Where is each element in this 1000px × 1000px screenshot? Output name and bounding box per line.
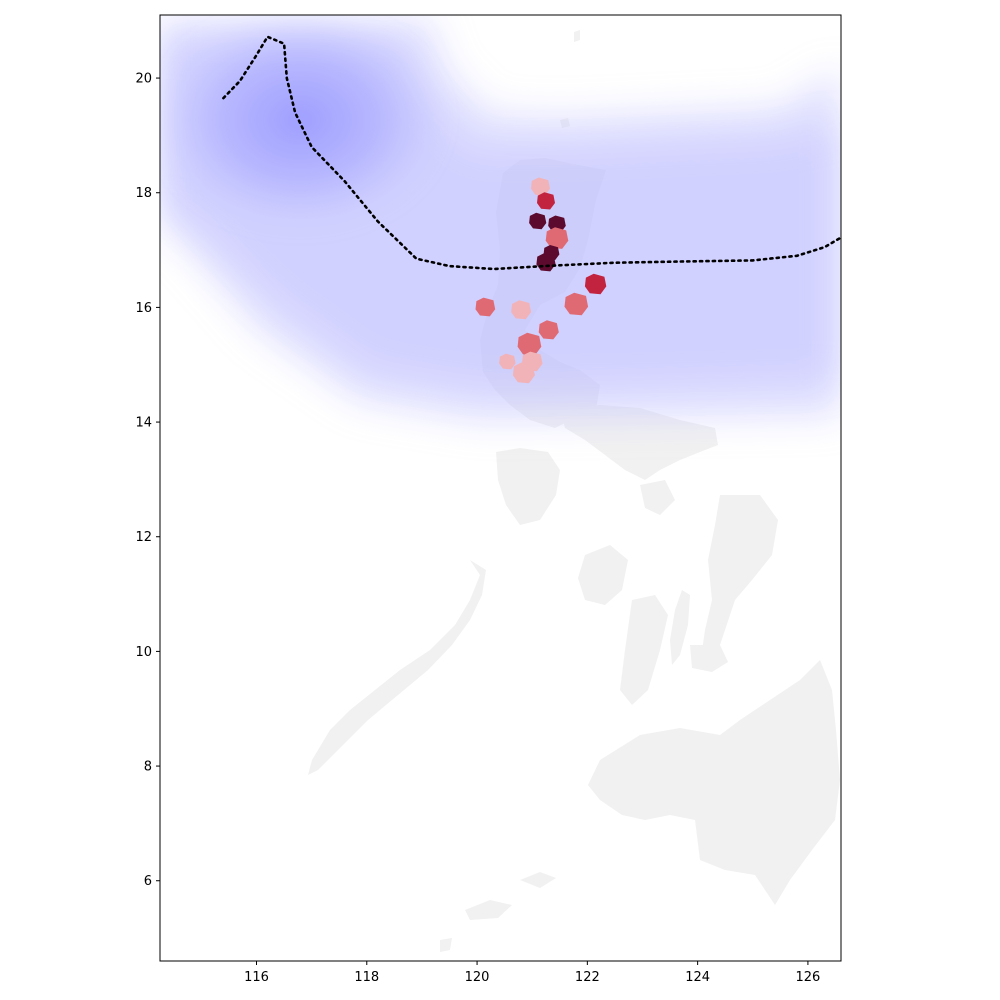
land-sulu-islands-2 bbox=[465, 900, 512, 920]
y-tick-label: 20 bbox=[135, 72, 152, 87]
land-cebu bbox=[670, 590, 690, 665]
impact-area-low bbox=[531, 177, 550, 196]
impact-area-mid bbox=[475, 297, 496, 317]
y-tick-label: 6 bbox=[144, 874, 152, 889]
impact-area-high bbox=[537, 192, 555, 210]
x-axis: 116 118 120 122 124 126 bbox=[244, 961, 820, 985]
y-tick-label: 18 bbox=[135, 186, 152, 201]
land-sulu-islands bbox=[520, 872, 556, 888]
land-bicol bbox=[560, 405, 718, 480]
land-mindanao bbox=[588, 660, 840, 905]
impact-area-low bbox=[511, 300, 532, 320]
y-axis: 6 8 10 12 14 16 18 20 bbox=[135, 72, 160, 889]
x-tick-label: 120 bbox=[465, 970, 490, 985]
y-tick-label: 16 bbox=[135, 301, 152, 316]
impact-layer bbox=[475, 177, 607, 384]
land-negros bbox=[620, 595, 668, 705]
x-tick-label: 116 bbox=[244, 970, 269, 985]
land-palawan bbox=[308, 560, 486, 775]
land-mindoro bbox=[496, 448, 560, 525]
axes-frame bbox=[159, 14, 842, 962]
storm-track-line bbox=[222, 35, 841, 271]
impact-area-max bbox=[548, 215, 566, 233]
y-tick-label: 12 bbox=[135, 530, 152, 545]
impact-area-mid bbox=[538, 320, 559, 340]
land-samar-leyte bbox=[700, 495, 778, 665]
land-panay bbox=[578, 545, 628, 605]
land-masbate bbox=[640, 480, 675, 515]
y-tick-label: 14 bbox=[135, 416, 152, 431]
land-sulu-islands-3 bbox=[440, 938, 452, 952]
x-tick-label: 122 bbox=[575, 970, 600, 985]
wind-field-core bbox=[160, 15, 445, 230]
impact-area-low bbox=[512, 362, 535, 384]
y-tick-label: 8 bbox=[144, 760, 152, 775]
impact-area-low bbox=[499, 353, 516, 370]
y-tick-label: 10 bbox=[135, 645, 152, 660]
land-bohol bbox=[690, 645, 728, 672]
x-tick-label: 118 bbox=[354, 970, 379, 985]
impact-area-high bbox=[584, 273, 607, 295]
impact-area-mid bbox=[517, 332, 542, 356]
impact-area-mid bbox=[545, 227, 569, 249]
land-batanes bbox=[574, 30, 580, 42]
impact-area-max bbox=[529, 212, 547, 230]
wind-field-layer bbox=[160, 15, 841, 420]
x-tick-label: 124 bbox=[685, 970, 710, 985]
x-tick-label: 126 bbox=[796, 970, 821, 985]
impact-area-mid bbox=[564, 292, 589, 316]
